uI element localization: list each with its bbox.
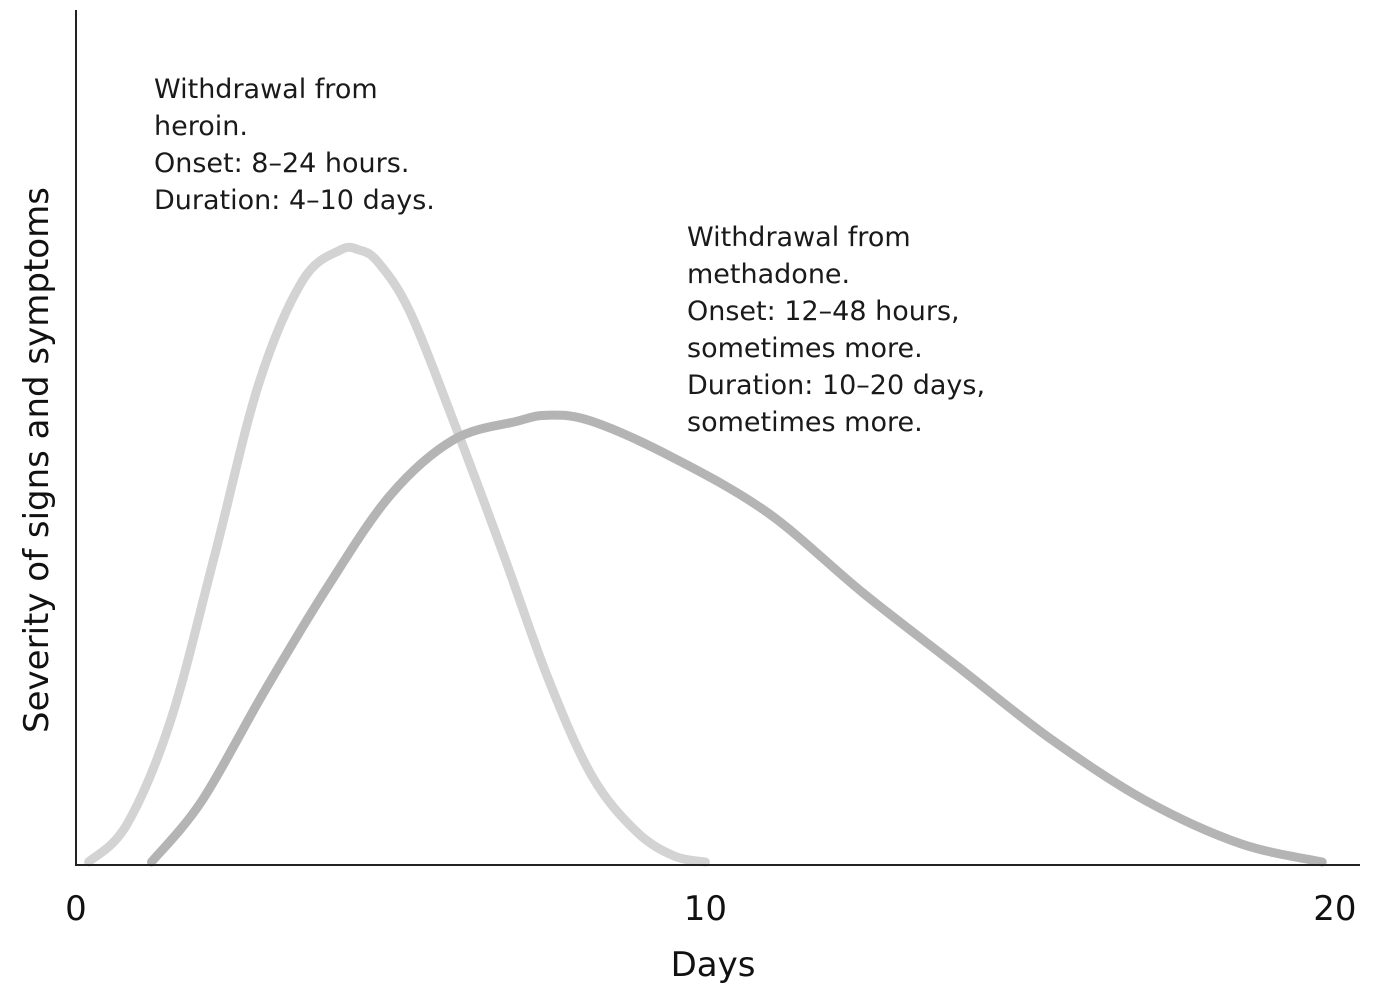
x-tick-label: 0: [65, 889, 87, 929]
heroin-annotation: Withdrawal from heroin. Onset: 8–24 hour…: [154, 74, 435, 216]
x-tick-label: 10: [684, 889, 727, 929]
x-tick-labels: 0 10 20: [65, 889, 1356, 929]
heroin-withdrawal-curve: [89, 247, 706, 862]
annotation-line: Onset: 12–48 hours,: [687, 296, 960, 327]
annotation-line: Duration: 10–20 days,: [687, 370, 985, 401]
annotation-line: sometimes more.: [687, 407, 923, 438]
annotation-line: methadone.: [687, 259, 850, 290]
annotation-line: heroin.: [154, 111, 248, 142]
methadone-withdrawal-curve: [152, 415, 1323, 862]
annotation-line: Duration: 4–10 days.: [154, 185, 435, 216]
annotation-line: Onset: 8–24 hours.: [154, 148, 409, 179]
x-axis-title: Days: [671, 945, 756, 984]
annotation-line: Withdrawal from: [687, 222, 911, 253]
methadone-annotation: Withdrawal from methadone. Onset: 12–48 …: [687, 222, 994, 438]
annotation-line: Withdrawal from: [154, 74, 378, 105]
y-axis-title: Severity of signs and symptoms: [17, 187, 57, 733]
x-tick-label: 20: [1313, 889, 1356, 929]
annotation-line: sometimes more.: [687, 333, 923, 364]
